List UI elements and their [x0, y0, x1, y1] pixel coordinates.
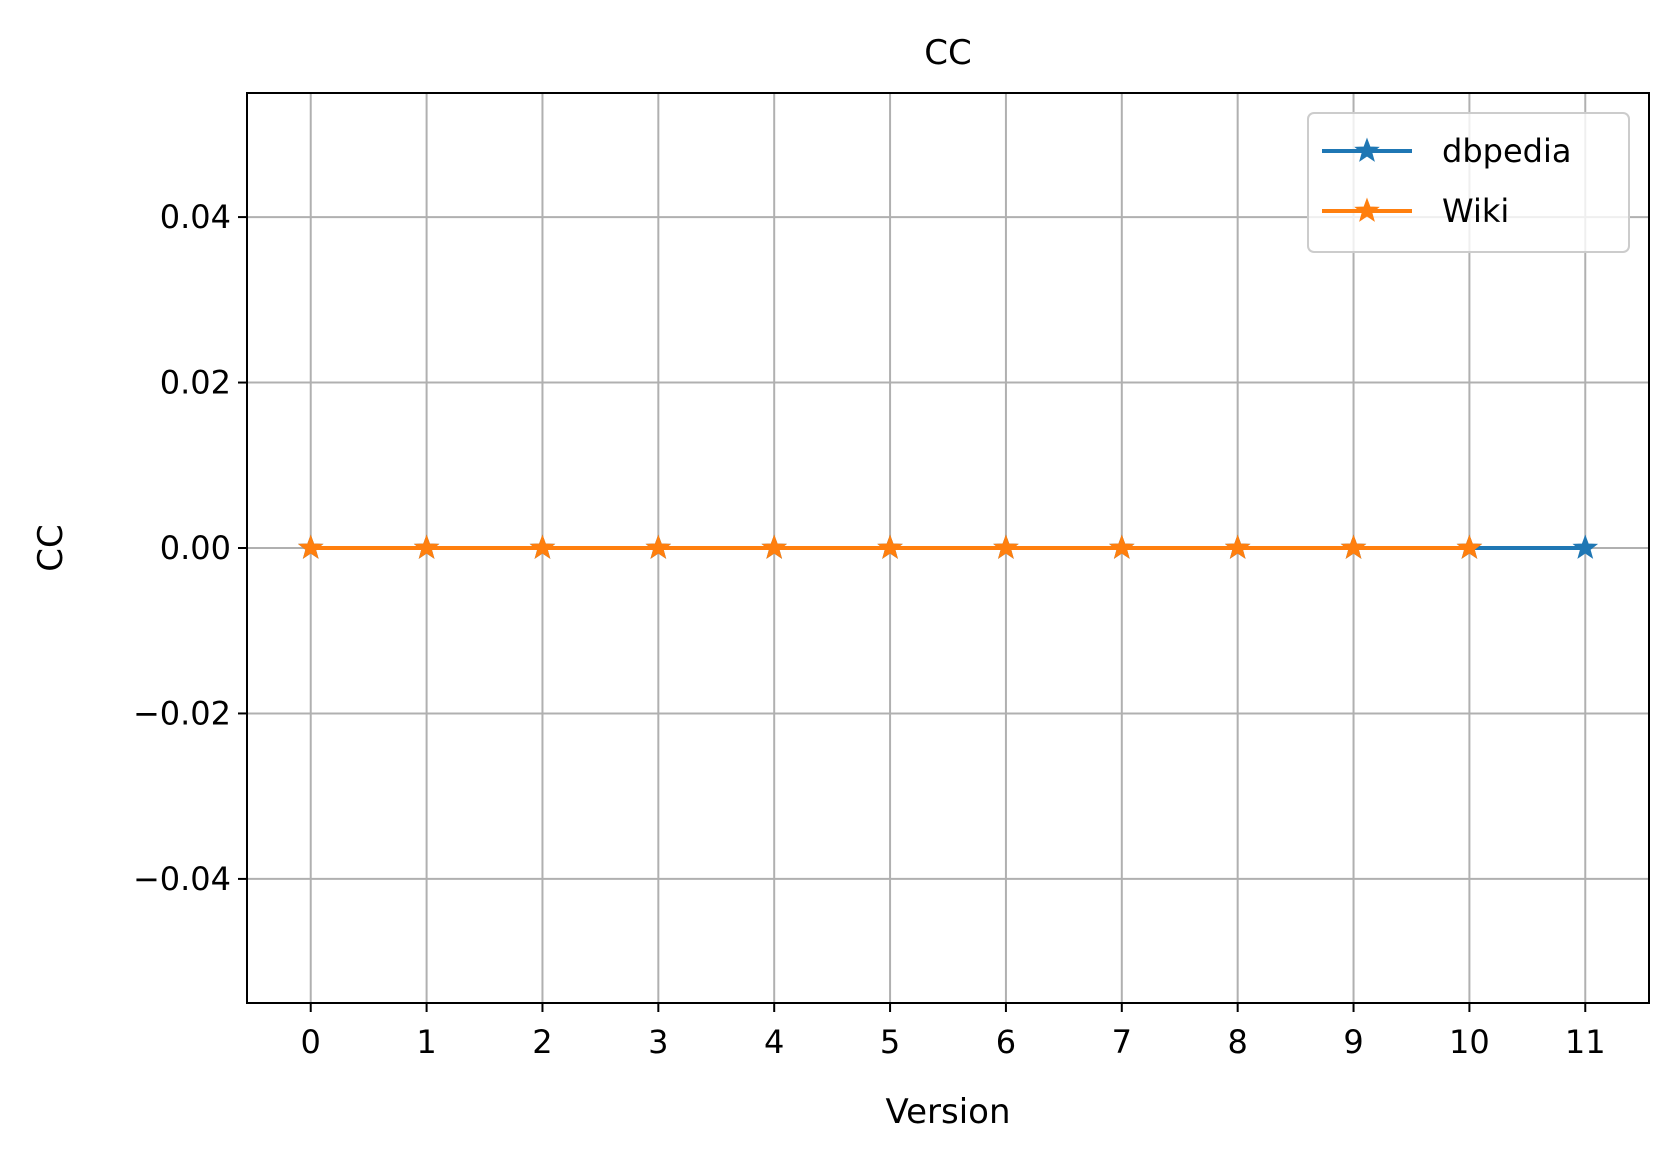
- data-point: [1224, 534, 1251, 559]
- x-tick-label: 0: [301, 1023, 321, 1061]
- data-point: [645, 534, 672, 559]
- x-tick-label: 9: [1343, 1023, 1363, 1061]
- legend-marker: [1354, 137, 1380, 162]
- chart-title: CC: [924, 33, 971, 73]
- series-layer: [297, 534, 1599, 559]
- data-point: [1340, 534, 1367, 559]
- legend-item-wiki: Wiki: [1322, 192, 1509, 230]
- data-point: [529, 534, 556, 559]
- x-tick-label: 6: [996, 1023, 1016, 1061]
- axis-ticks: 0 1 2 3 4 5 6 7 8 9 10 11 −0.04 −0.02 0.00 0.02 0.04: [133, 198, 1606, 1061]
- series-wiki: [297, 534, 1483, 559]
- x-tick-label: 1: [416, 1023, 436, 1061]
- legend-marker: [1354, 197, 1380, 222]
- x-tick-label: 4: [764, 1023, 784, 1061]
- y-tick-label: −0.02: [133, 694, 231, 732]
- data-point: [297, 534, 324, 559]
- x-tick-label: 8: [1227, 1023, 1247, 1061]
- legend-box: [1307, 112, 1630, 253]
- legend-label: Wiki: [1442, 192, 1509, 230]
- data-point: [1572, 534, 1599, 559]
- data-point: [877, 534, 903, 559]
- x-tick-label: 10: [1449, 1023, 1490, 1061]
- y-tick-label: −0.04: [133, 860, 231, 898]
- x-tick-label: 7: [1112, 1023, 1132, 1061]
- data-point: [413, 534, 440, 559]
- data-point: [1456, 534, 1483, 559]
- y-tick-label: 0.00: [160, 529, 231, 567]
- data-point: [761, 534, 787, 559]
- legend-label: dbpedia: [1442, 132, 1571, 170]
- legend-item-dbpedia: dbpedia: [1322, 132, 1571, 170]
- x-tick-label: 11: [1565, 1023, 1606, 1061]
- y-axis-label: CC: [31, 524, 71, 571]
- y-tick-label: 0.04: [160, 198, 231, 236]
- data-point: [993, 534, 1019, 559]
- x-tick-label: 2: [532, 1023, 552, 1061]
- data-point: [1109, 534, 1135, 559]
- y-tick-label: 0.02: [160, 364, 231, 402]
- x-axis-label: Version: [885, 1092, 1010, 1132]
- x-tick-label: 3: [648, 1023, 668, 1061]
- x-tick-label: 5: [880, 1023, 900, 1061]
- legend: dbpedia Wiki: [1307, 112, 1630, 253]
